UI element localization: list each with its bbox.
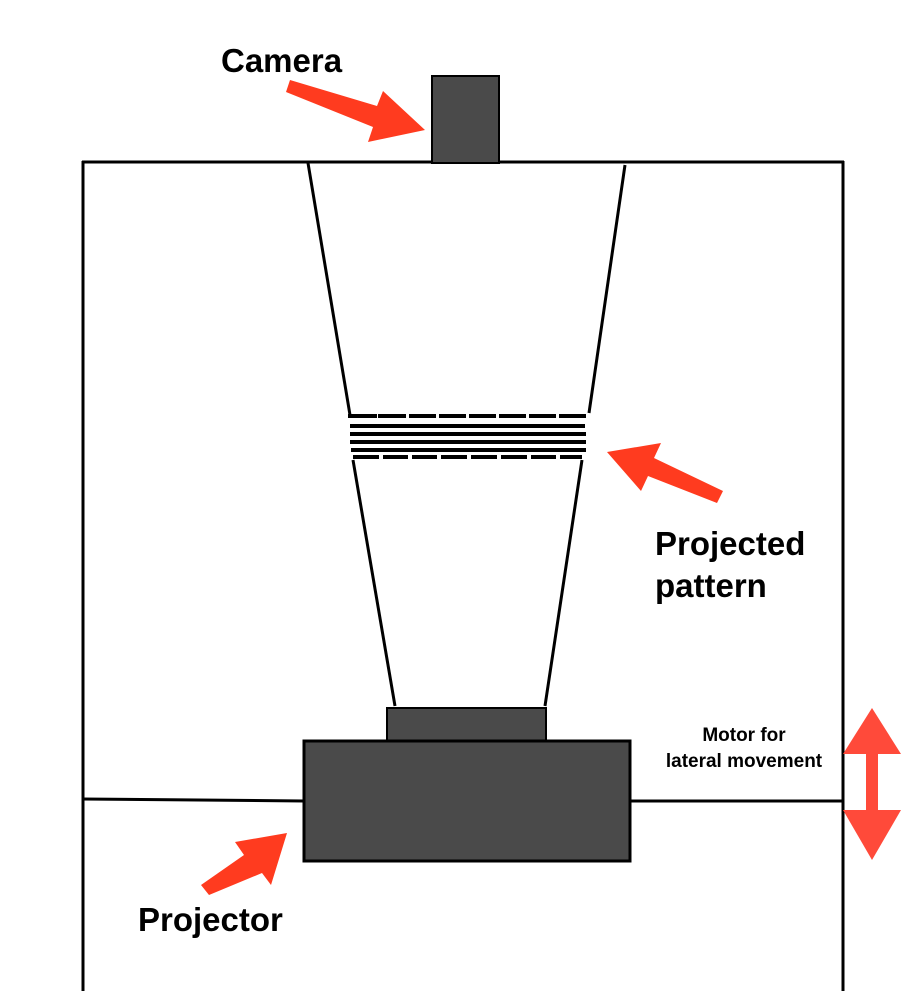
projector-lens [386, 707, 547, 742]
motor-label-line1: Motor for [702, 725, 786, 746]
platform-line-left [81, 797, 305, 803]
arrow-right-down-icon [286, 80, 425, 142]
projector-beam [351, 459, 584, 707]
camera-body [431, 75, 500, 164]
motor-label-line2: lateral movement [666, 751, 823, 772]
projector-body [302, 739, 632, 863]
arrow-left-up-icon [607, 443, 723, 503]
arrow-right-up-icon [201, 833, 287, 895]
projector-beam-left [351, 459, 397, 707]
projector [302, 707, 632, 863]
projector-label: Projector [138, 901, 283, 938]
projector-beam-right [543, 459, 584, 707]
projected-pattern-stripes [348, 414, 586, 459]
projected-pattern-label-line2: pattern [655, 567, 767, 604]
camera-view-cone [306, 162, 627, 416]
motor-platform [81, 797, 843, 803]
camera-view-right [587, 164, 627, 414]
double-arrow-vertical-icon [843, 708, 901, 860]
projected-pattern-label-line1: Projected [655, 525, 805, 562]
camera-view-left [306, 162, 352, 416]
camera-label: Camera [221, 42, 343, 79]
